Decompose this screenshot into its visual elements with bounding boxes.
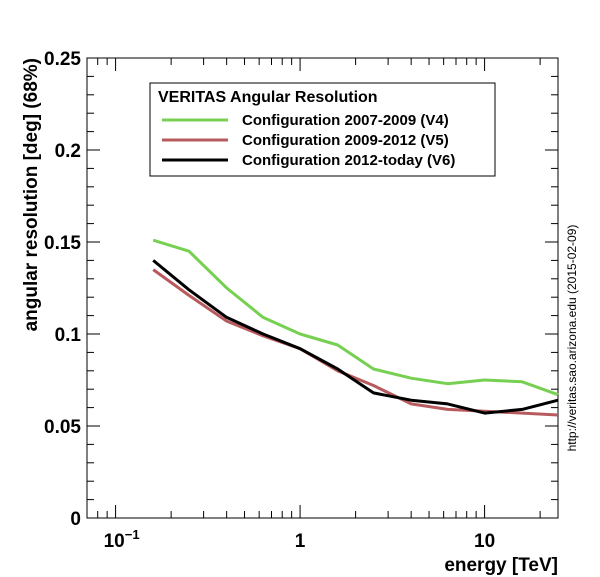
y-axis-title: angular resolution [deg] (68%): [21, 58, 42, 331]
legend-label: Configuration 2012-today (V6): [242, 152, 455, 169]
axis-tick-labels: 0 0.05 0.1 0.15 0.2 0.25 10−1 1 10: [44, 49, 495, 552]
x-tick-label: 10−1: [104, 527, 140, 552]
legend: VERITAS Angular Resolution Configuration…: [149, 82, 496, 177]
series-line: [152, 268, 559, 417]
legend-label: Configuration 2007-2009 (V4): [242, 112, 449, 129]
legend-entries: Configuration 2007-2009 (V4) Configuratio…: [162, 112, 455, 169]
y-tick-label: 0: [70, 509, 81, 530]
series-line: [152, 259, 559, 415]
source-annotation: http://veritas.sao.arizona.edu (2015-02-…: [565, 225, 579, 452]
y-tick-label: 0.05: [44, 417, 81, 438]
y-tick-label: 0.2: [55, 141, 81, 162]
legend-title: VERITAS Angular Resolution: [158, 89, 378, 106]
x-tick-label: 10: [474, 531, 495, 552]
axis-ticks: [86, 57, 558, 519]
x-tick-label: 1: [295, 531, 306, 552]
plot-frame: [86, 57, 559, 519]
x-axis-title: energy [TeV]: [444, 555, 558, 576]
series-lines: [152, 238, 559, 417]
y-tick-label: 0.1: [55, 325, 82, 346]
legend-label: Configuration 2009-2012 (V5): [242, 132, 449, 149]
y-tick-label: 0.25: [44, 49, 81, 70]
series-line: [152, 238, 559, 397]
y-tick-label: 0.15: [44, 233, 81, 254]
